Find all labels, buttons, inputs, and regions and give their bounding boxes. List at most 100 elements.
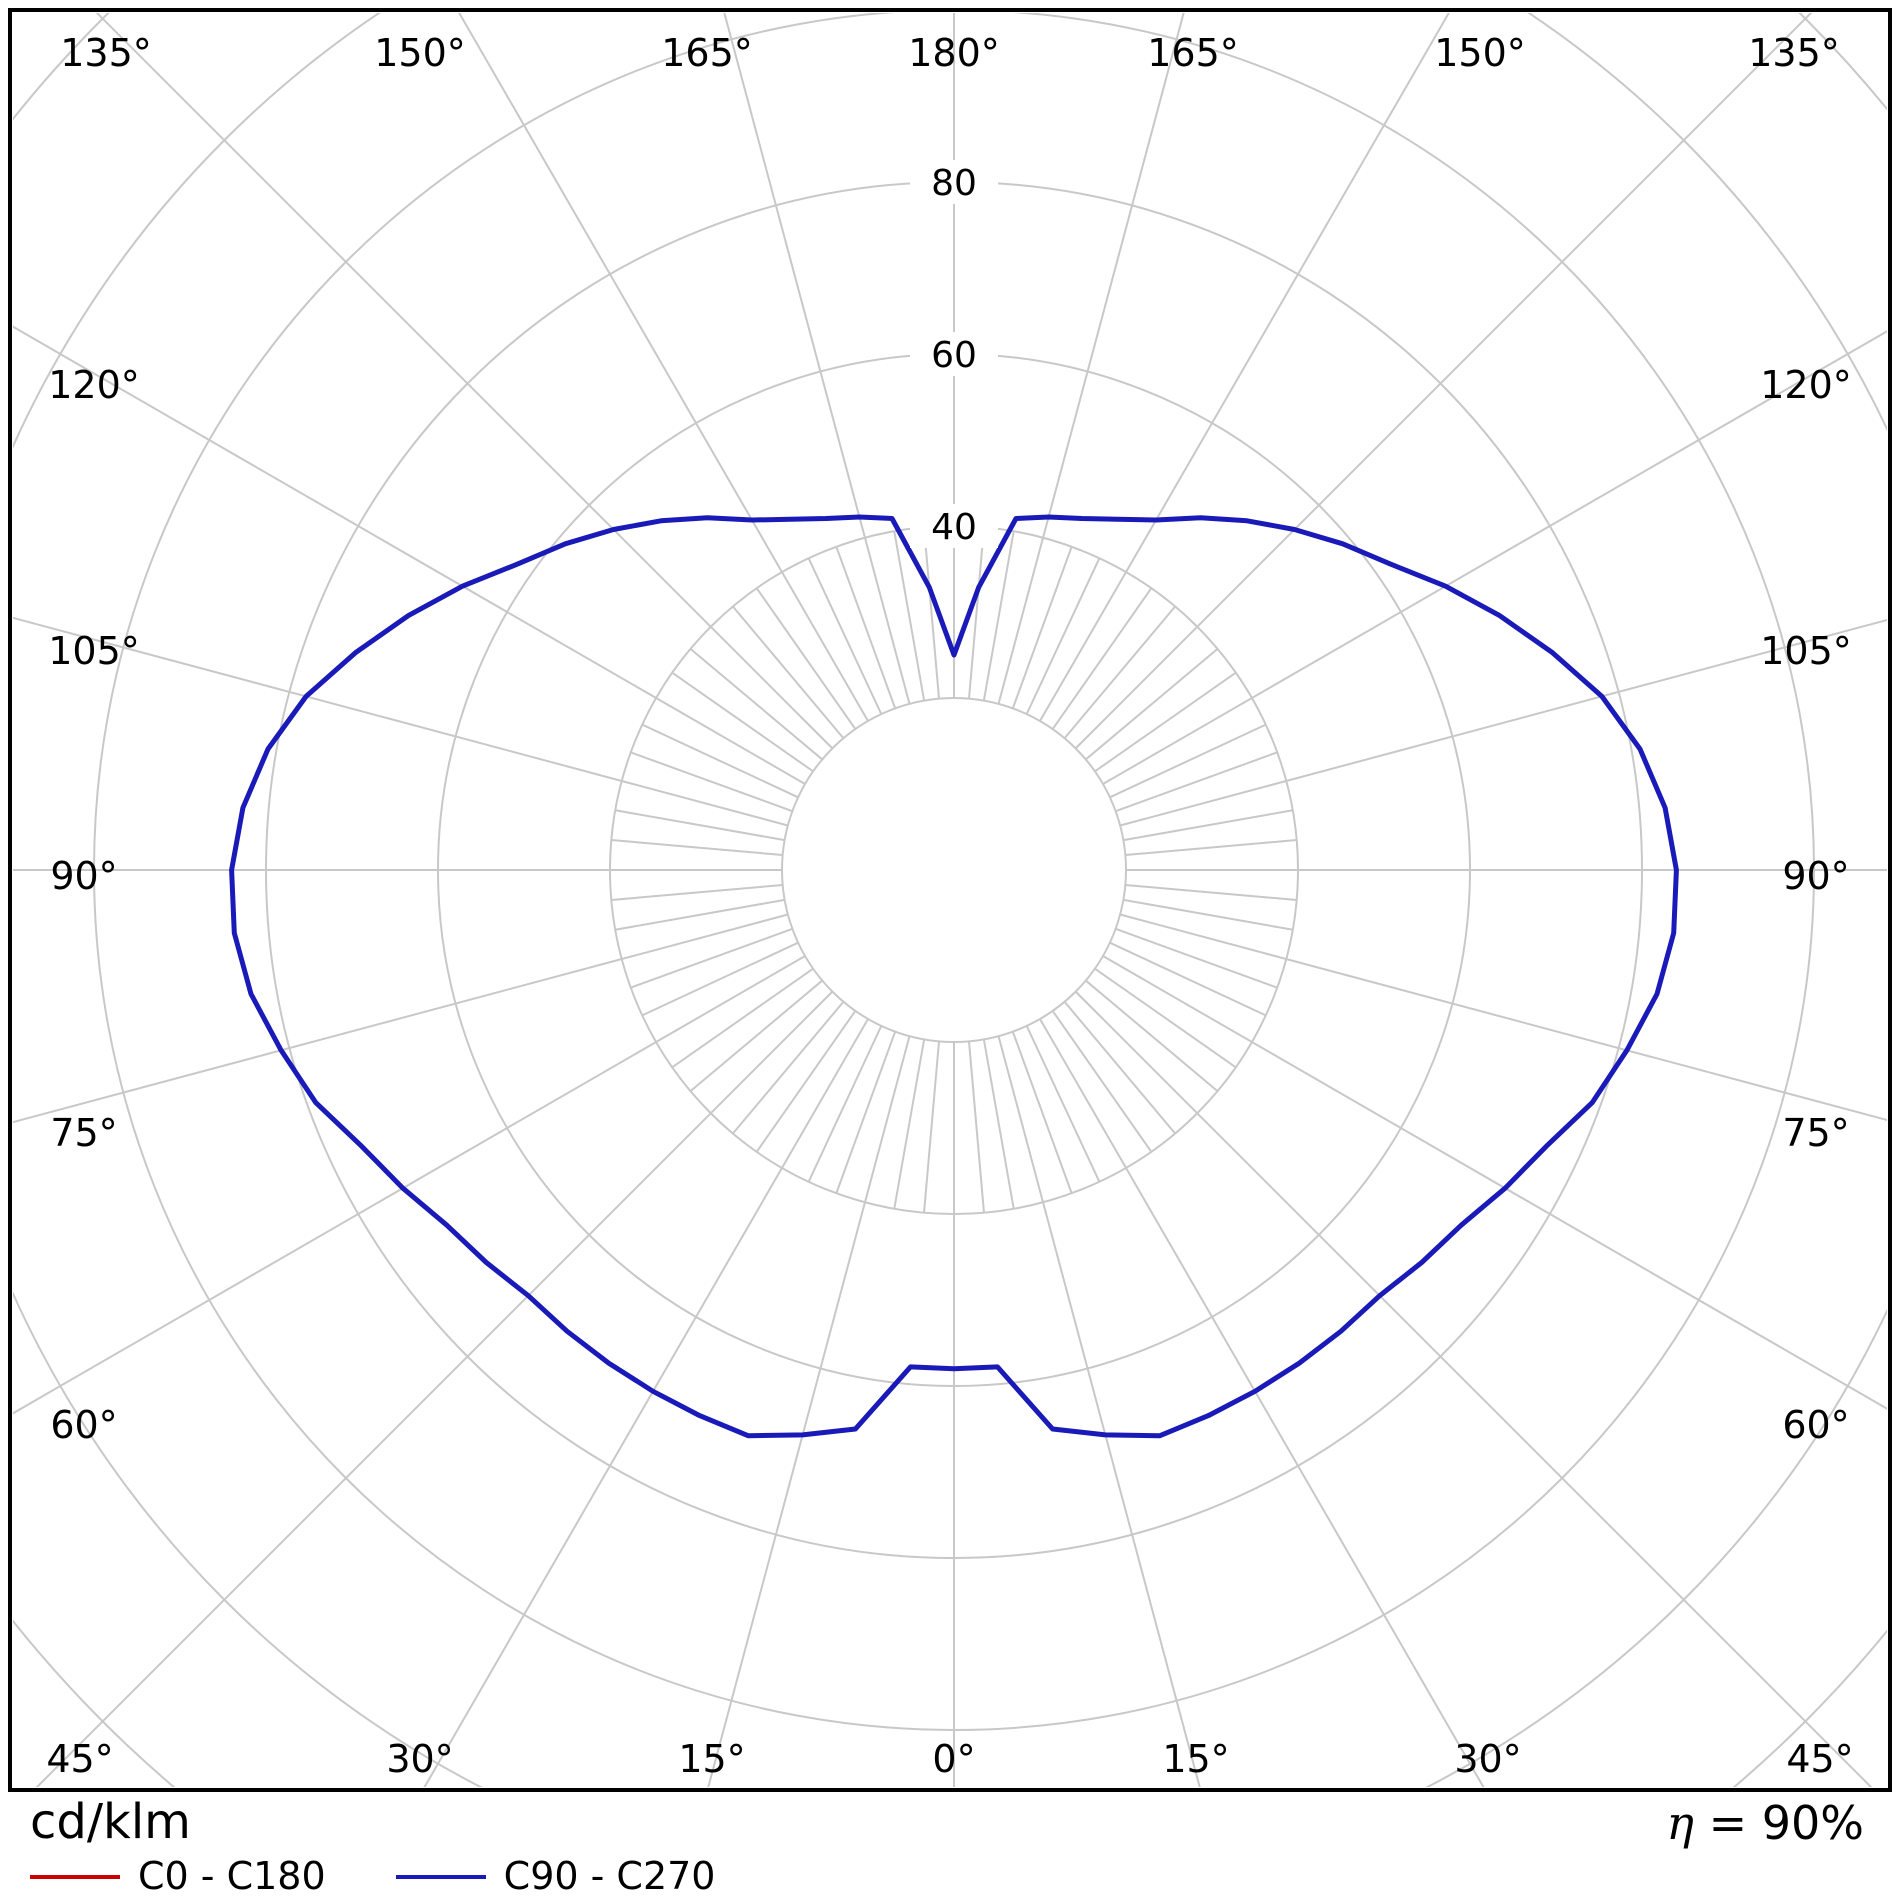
grid-spoke-major (707, 1035, 911, 1787)
grid-spoke-minor (641, 723, 799, 799)
grid-spoke-major (1119, 913, 1887, 1122)
grid-spoke-major (458, 13, 869, 722)
angle-label-30: 30° (1454, 1737, 1521, 1781)
grid-spoke-major (13, 616, 789, 827)
grid-spoke-minor (835, 546, 897, 709)
angle-label-150: 150° (1434, 31, 1526, 75)
grid-spoke-major (13, 955, 806, 1415)
angle-label-60: 60° (1782, 1403, 1849, 1447)
angle-label-0: 0° (932, 1737, 975, 1781)
radial-tick-halo (910, 504, 998, 548)
grid-spoke-major (1102, 330, 1887, 785)
grid-spoke-minor (630, 751, 793, 813)
grid-spoke-minor (967, 1041, 985, 1213)
grid-spoke-minor (1109, 723, 1267, 799)
grid-spoke-minor (615, 809, 785, 842)
grid-spoke-minor (1011, 1031, 1073, 1194)
grid-spoke-minor (1051, 587, 1153, 730)
grid-spoke-major (13, 913, 789, 1124)
grid-spoke-minor (1063, 1001, 1176, 1135)
angle-label-75: 75° (50, 1111, 117, 1155)
angle-label-135: 135° (1748, 31, 1840, 75)
grid-spoke-minor (893, 1039, 926, 1209)
grid-spoke-minor (1063, 605, 1176, 739)
angle-label-165: 165° (1147, 31, 1239, 75)
grid-spoke-major (13, 325, 806, 785)
grid-spoke-major (35, 990, 834, 1787)
grid-spoke-minor (982, 531, 1015, 701)
grid-spoke-minor (1085, 979, 1219, 1092)
grid-spoke-minor (689, 648, 823, 761)
angle-label-120: 120° (48, 363, 140, 407)
angle-label-150: 150° (374, 31, 466, 75)
legend-line-c90-c270 (395, 1874, 486, 1879)
legend-label-c90-c270: C90 - C270 (503, 1854, 716, 1898)
radial-tick-halo (910, 160, 998, 204)
grid-spoke-major (95, 13, 834, 750)
grid-spoke-minor (671, 671, 814, 773)
angle-label-30: 30° (386, 1737, 453, 1781)
grid-spoke-minor (1085, 648, 1219, 761)
eta-symbol: η (1666, 1796, 1694, 1850)
grid-spoke-major (423, 1018, 869, 1787)
grid-spoke-minor (807, 1025, 883, 1183)
angle-label-120: 120° (1760, 363, 1852, 407)
grid-spoke-minor (732, 605, 845, 739)
legend-label-c0-c180: C0 - C180 (138, 1854, 326, 1898)
radial-tick-label-60: 60 (931, 335, 977, 376)
grid-spoke-minor (755, 587, 857, 730)
angle-label-60: 60° (50, 1403, 117, 1447)
grid-spoke-minor (1125, 883, 1297, 901)
angle-label-45: 45° (46, 1737, 113, 1781)
angle-label-165: 165° (661, 31, 753, 75)
grid-spoke-minor (1025, 1025, 1101, 1183)
radial-tick-halo (910, 332, 998, 376)
grid-spoke-minor (689, 979, 823, 1092)
grid-spoke-minor (1115, 751, 1278, 813)
grid-spoke-major (1074, 13, 1813, 750)
unit-label: cd/klm (30, 1794, 191, 1850)
angle-label-90: 90° (1782, 854, 1849, 898)
grid-spoke-minor (1123, 809, 1293, 842)
grid-spoke-minor (630, 927, 793, 989)
radial-tick-label-40: 40 (931, 507, 977, 548)
grid-spoke-minor (1094, 671, 1237, 773)
grid-spoke-minor (807, 557, 883, 715)
grid-spoke-minor (732, 1001, 845, 1135)
grid-spoke-minor (1115, 927, 1278, 989)
grid-spoke-minor (923, 1041, 941, 1213)
grid-spoke-major (1039, 1018, 1485, 1787)
grid-spoke-minor (1051, 1010, 1153, 1153)
angle-label-180: 180° (908, 31, 1000, 75)
angle-label-105: 105° (48, 629, 140, 673)
grid-spoke-minor (835, 1031, 897, 1194)
angle-label-45: 45° (1786, 1737, 1853, 1781)
grid-spoke-minor (641, 941, 799, 1017)
grid-spoke-minor (1094, 967, 1237, 1069)
curve-c90-c270 (229, 514, 1679, 1439)
radial-tick-label-80: 80 (931, 163, 977, 204)
grid-spoke-minor (1123, 898, 1293, 931)
grid-spoke-minor (982, 1039, 1015, 1209)
efficiency-label: η = 90% (1666, 1798, 1864, 1849)
legend-item-c0-c180: C0 - C180 (30, 1854, 326, 1898)
grid-spoke-minor (967, 527, 985, 699)
angle-label-15: 15° (1162, 1737, 1229, 1781)
grid-spoke-minor (611, 839, 783, 857)
grid-spoke-minor (615, 898, 785, 931)
grid-spoke-major (1074, 990, 1873, 1787)
grid-spoke-major (1102, 955, 1887, 1410)
grid-spoke-minor (611, 883, 783, 901)
grid-spoke-major (1119, 618, 1887, 827)
legend-item-c90-c270: C90 - C270 (395, 1854, 716, 1898)
grid-spoke-minor (1125, 839, 1297, 857)
grid-spoke-minor (893, 531, 926, 701)
grid-spoke-minor (1109, 941, 1267, 1017)
legend-line-c0-c180 (30, 1874, 120, 1879)
grid-spoke-minor (1011, 546, 1073, 709)
axis-labels: 40 60 80 0° 15° 15° 30° 30° 45° 45° 60° 60° 75° 75° 90… (46, 31, 1853, 1781)
grid-spoke-minor (1025, 557, 1101, 715)
